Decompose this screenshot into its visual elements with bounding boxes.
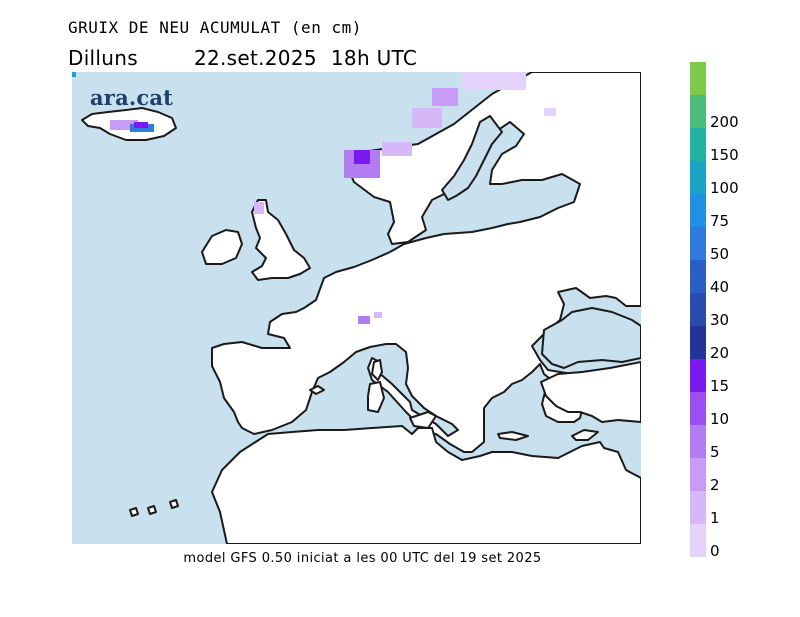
land-canaries [129, 499, 179, 517]
legend-swatch [690, 161, 706, 194]
legend-label: 10 [710, 409, 730, 428]
legend-swatch [690, 458, 706, 491]
legend-swatch [690, 194, 706, 227]
legend-swatch [690, 524, 706, 557]
land-crete [497, 431, 529, 441]
legend-label: 5 [710, 442, 720, 461]
land-sardinia [367, 381, 385, 413]
legend-swatch [690, 62, 706, 95]
legend-swatch [690, 359, 706, 392]
legend-colorbar: 0 1 2 5 10 15 20 30 40 50 75 100 150 200 [690, 62, 739, 560]
legend-swatch [690, 326, 706, 359]
legend-label: 200 [710, 112, 739, 131]
legend-swatch [690, 392, 706, 425]
legend-swatch [690, 227, 706, 260]
legend-label: 75 [710, 211, 730, 230]
legend-label: 20 [710, 343, 730, 362]
legend-label: 15 [710, 376, 730, 395]
legend-label: 0 [710, 541, 720, 560]
legend-swatch [690, 128, 706, 161]
ara-cat-logo: ara.cat [90, 85, 174, 110]
land-cyprus [571, 429, 599, 441]
sea-black [541, 307, 641, 369]
forecast-hour: 18h UTC [330, 46, 418, 70]
logo-accent [72, 72, 76, 77]
land-anatomy [540, 361, 641, 423]
legend-swatch [690, 425, 706, 458]
land-corsica [371, 359, 383, 381]
land-great-britain [251, 199, 311, 281]
legend-label: 30 [710, 310, 730, 329]
land-mainland [211, 72, 641, 453]
map-title: GRUIX DE NEU ACUMULAT (en cm) [68, 18, 362, 37]
legend-swatch [690, 293, 706, 326]
forecast-date: 22.set.2025 [193, 46, 317, 70]
legend-label: 50 [710, 244, 730, 263]
legend-label: 1 [710, 508, 720, 527]
forecast-time: Dilluns 22.set.2025 18h UTC [68, 46, 417, 70]
sea-baltic [441, 115, 503, 201]
land-ireland [201, 229, 243, 265]
forecast-day: Dilluns [68, 46, 138, 70]
snow-overlay [110, 72, 556, 324]
land-north-africa [211, 425, 641, 544]
legend-label: 150 [710, 145, 739, 164]
snow-depth-map [72, 72, 641, 544]
legend-label: 100 [710, 178, 739, 197]
legend-swatch [690, 491, 706, 524]
legend-swatch [690, 260, 706, 293]
map-canvas [81, 72, 641, 544]
legend-label: 2 [710, 475, 720, 494]
land-sicily [409, 411, 437, 429]
legend-label: 40 [710, 277, 730, 296]
model-info: model GFS 0.50 iniciat a les 00 UTC del … [183, 551, 542, 566]
legend-swatch [690, 95, 706, 128]
land-balearics [309, 385, 325, 395]
